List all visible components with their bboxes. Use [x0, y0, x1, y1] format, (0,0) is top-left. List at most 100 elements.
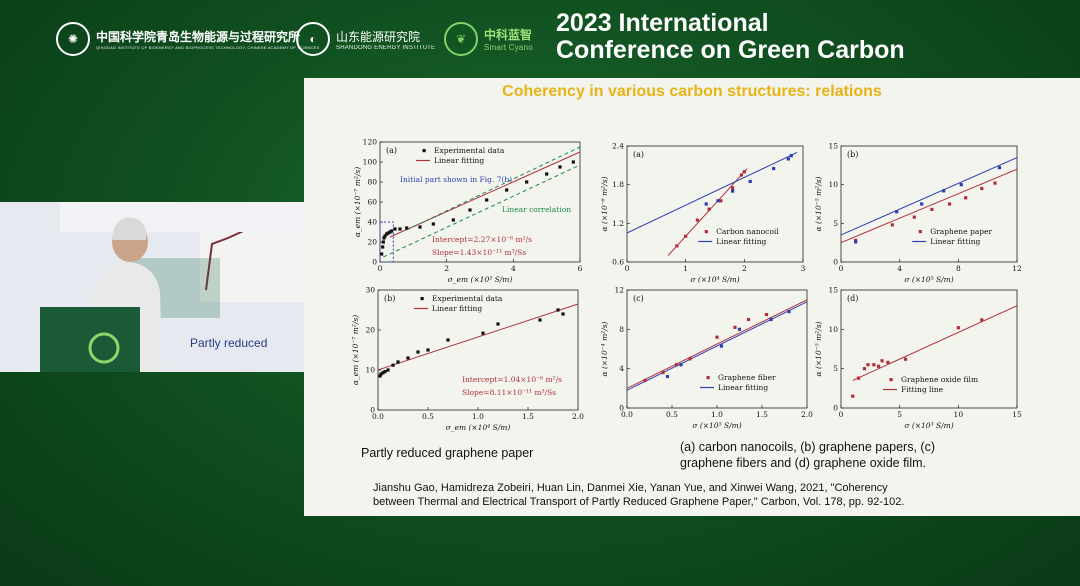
legend-entry: Fitting line	[901, 385, 944, 394]
data-point	[396, 360, 400, 364]
x-tick-label: 4	[511, 264, 516, 273]
x-tick-label: 1	[683, 264, 688, 273]
caption-right-line2: graphene fibers and (d) graphene oxide f…	[680, 456, 926, 470]
panel-label: (b)	[847, 150, 858, 159]
x-tick-label: 1.5	[522, 412, 534, 421]
data-point	[895, 210, 899, 214]
y-tick-label: 0	[372, 258, 377, 267]
qibebt-logo: ✺ 中国科学院青岛生物能源与过程研究所 QINGDAO INSTITUTE OF…	[56, 22, 319, 56]
data-point	[959, 183, 963, 187]
y-tick-label: 15	[828, 286, 838, 295]
data-point	[525, 180, 529, 184]
y-tick-label: 60	[367, 198, 377, 207]
data-point	[378, 374, 382, 378]
panel-label: (c)	[633, 294, 644, 303]
data-point	[956, 326, 960, 330]
data-point	[876, 364, 881, 368]
data-point	[382, 236, 386, 240]
legend-marker	[704, 230, 708, 234]
y-tick-label: 10	[365, 366, 375, 375]
data-point	[468, 208, 472, 212]
data-point	[997, 166, 1001, 170]
y-tick-label: 5	[833, 364, 838, 373]
legend-entry: Linear fitting	[930, 237, 980, 246]
data-point	[851, 394, 855, 398]
conference-title: 2023 International Conference on Green C…	[556, 10, 905, 64]
data-point	[665, 374, 670, 379]
data-point	[787, 310, 791, 314]
y-axis-label: α_em (×10⁻⁷ m²/s)	[351, 315, 360, 385]
data-point	[386, 231, 390, 235]
data-point	[431, 222, 435, 226]
panel-label: (d)	[847, 294, 858, 303]
legend-entry: Linear fitting	[434, 156, 484, 165]
y-axis-label: α (×10⁻⁴ m²/s)	[600, 321, 609, 376]
data-point	[854, 240, 858, 244]
data-point	[679, 363, 683, 367]
y-tick-label: 120	[363, 138, 378, 147]
y-tick-label: 1.8	[612, 180, 624, 189]
chart-annotation: Slope=1.43×10⁻¹¹ m³/Ss	[432, 248, 526, 257]
data-point	[571, 160, 575, 164]
qibebt-name-en: QINGDAO INSTITUTE OF BIOENERGY AND BIOPR…	[96, 45, 320, 50]
data-point	[719, 199, 723, 203]
fit-line-blue	[626, 151, 798, 234]
y-axis-label: α (×10⁻⁶ m²/s)	[600, 176, 609, 231]
legend-entry: Graphene oxide film	[901, 375, 978, 384]
y-tick-label: 20	[365, 326, 375, 335]
x-tick-label: 0.0	[372, 412, 384, 421]
x-tick-label: 12	[1012, 264, 1022, 273]
data-point	[733, 325, 737, 329]
fit-line-red	[626, 299, 808, 389]
bound-line-lower	[383, 164, 581, 258]
y-axis-label: α_em (×10⁻⁷ m²/s)	[353, 167, 362, 237]
data-point	[674, 363, 679, 367]
caption-left: Partly reduced graphene paper	[361, 446, 534, 460]
panel-label: (a)	[386, 146, 397, 155]
legend-entry: Experimental data	[432, 294, 503, 303]
data-point	[391, 363, 395, 367]
y-tick-label: 5	[833, 219, 838, 228]
citation-line2: between Thermal and Electrical Transport…	[373, 496, 905, 508]
legend-marker	[918, 230, 922, 234]
chart-right-c: 0.0 0.5 1.0 1.5 2.0 0 4 8 12 σ (×10⁵ S/m) α (×10⁻⁴…	[600, 286, 813, 431]
data-point	[872, 363, 876, 367]
leaf-icon: ❦	[444, 22, 478, 56]
slide-title: Coherency in various carbon structures: …	[502, 83, 882, 100]
shandong-name-cn: 山东能源研究院	[336, 29, 421, 44]
x-tick-label: 8	[956, 264, 961, 273]
data-point	[379, 372, 383, 376]
data-point	[772, 166, 776, 171]
y-tick-label: 40	[367, 218, 377, 227]
shandong-name-en: SHANDONG ENERGY INSTITUTE	[336, 44, 436, 51]
chart-annotation: Initial part shown in Fig. 7(b)	[400, 175, 512, 184]
x-tick-label: 0.0	[621, 410, 633, 419]
data-point	[862, 367, 867, 371]
y-tick-label: 12	[614, 286, 624, 295]
x-tick-label: 10	[954, 410, 964, 419]
data-point	[485, 198, 489, 202]
data-point	[964, 196, 968, 200]
data-point	[398, 227, 402, 231]
data-point	[764, 312, 769, 317]
speaker-video-scene: Partly reduced	[0, 202, 304, 372]
chart-right-b: 0 4 8 12 0 5 10 15 σ (×10⁵ S/m) α (×10⁻⁵ m²/s) (b)…	[814, 142, 1022, 285]
y-tick-label: 1.2	[612, 219, 624, 228]
data-point	[731, 189, 735, 193]
inset-highlight-box	[379, 221, 394, 263]
chart-annotation: Intercept=2.27×10⁻⁶ m²/s	[432, 235, 532, 244]
data-point	[769, 317, 773, 322]
fit-line-blue	[626, 301, 808, 391]
x-tick-label: 2.0	[801, 410, 813, 419]
legend-entry: Graphene paper	[930, 227, 992, 236]
data-point	[416, 350, 420, 354]
x-tick-label: 0	[625, 264, 630, 273]
y-tick-label: 0	[833, 258, 838, 267]
data-point	[383, 370, 387, 374]
data-point	[886, 360, 890, 364]
data-point	[383, 234, 387, 238]
chart-annotation: Slope=8.11×10⁻¹¹ m³/Ss	[462, 388, 556, 397]
data-point	[731, 186, 735, 190]
data-point	[561, 312, 565, 316]
